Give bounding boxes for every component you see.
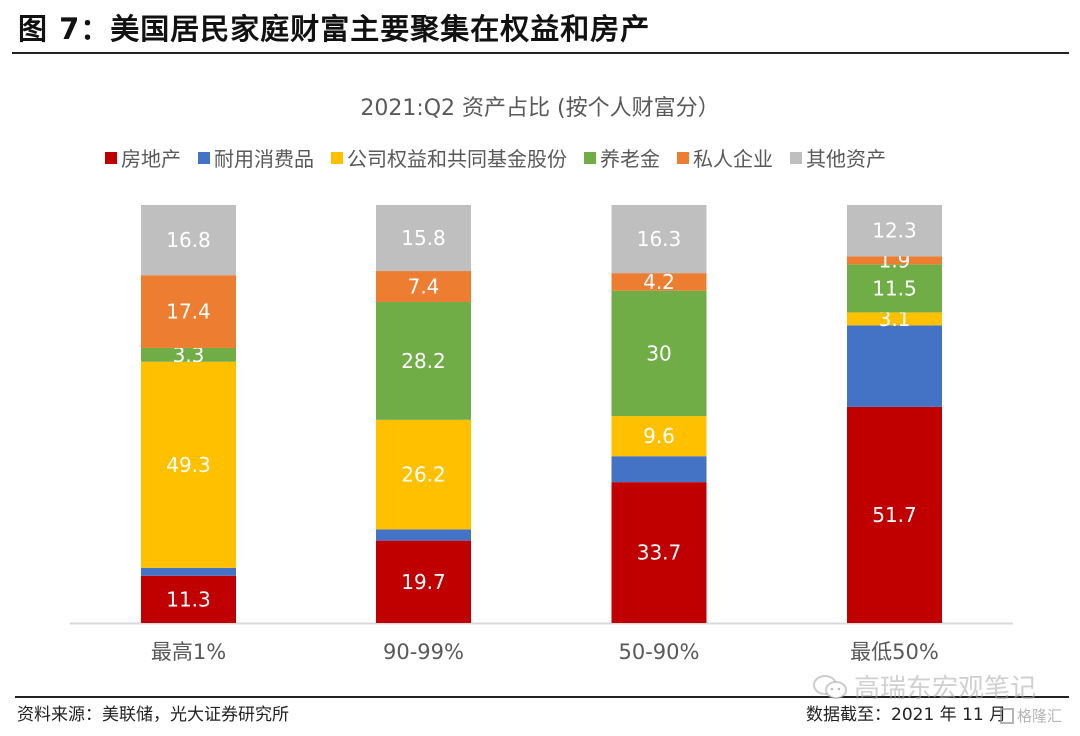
bar-segment [847, 205, 942, 257]
bar-segment [376, 540, 471, 623]
data-label: 9.6 [643, 424, 675, 448]
legend-label: 耐用消费品 [214, 147, 314, 171]
bar-segment [376, 301, 471, 420]
legend-item: 养老金 [584, 143, 660, 172]
watermark-wechat: 高瑞东宏观笔记 [812, 668, 1036, 705]
data-label: 7.4 [408, 275, 440, 299]
legend-item: 公司权益和共同基金股份 [331, 143, 567, 172]
bar-segment [141, 567, 236, 576]
data-label: 12.3 [872, 219, 917, 243]
legend-swatch [790, 151, 802, 164]
bar-segment [611, 273, 707, 291]
data-label: 19.7 [401, 570, 446, 594]
legend-label: 公司权益和共同基金股份 [347, 147, 567, 171]
legend-item: 私人企业 [677, 143, 773, 172]
x-tick-label: 最高1% [151, 640, 226, 664]
legend-swatch [584, 151, 596, 164]
bar-segment [141, 361, 236, 568]
bar-segment [141, 575, 236, 623]
legend-item: 房地产 [105, 143, 181, 172]
bar-segment [611, 482, 707, 623]
bar-segment [376, 271, 471, 302]
bar-segment [847, 325, 942, 407]
bar-segment [847, 312, 942, 326]
bar-segment [847, 256, 942, 265]
data-label: 16.3 [637, 227, 682, 251]
legend-swatch [677, 151, 689, 164]
x-tick-label: 最低50% [850, 640, 939, 664]
legend-item: 其他资产 [790, 143, 886, 172]
bottom-rule [15, 696, 1069, 698]
legend-swatch [105, 151, 117, 164]
bar-segment [376, 529, 471, 541]
watermark-text: 高瑞东宏观笔记 [854, 674, 1037, 704]
data-label: 11.3 [166, 587, 211, 611]
bar-segment [611, 290, 707, 417]
bar-segment [376, 419, 471, 530]
bar-segment [847, 264, 942, 313]
top-rule [12, 52, 1069, 54]
bar-segment [611, 416, 707, 457]
data-label: 33.7 [637, 541, 682, 565]
x-tick-label: 90-99% [383, 640, 464, 664]
bar-segment [141, 275, 236, 348]
legend-label: 房地产 [121, 147, 181, 171]
bar-segment [141, 347, 236, 362]
data-label: 26.2 [401, 463, 446, 487]
data-label: 51.7 [872, 503, 917, 527]
watermark-gelonghui: 格隆汇 [1000, 705, 1062, 726]
legend: 房地产 耐用消费品 公司权益和共同基金股份 养老金 私人企业 其他资产 [105, 143, 886, 172]
bar-segment [611, 205, 707, 274]
data-label: 16.8 [166, 228, 211, 252]
legend-label: 其他资产 [806, 147, 886, 171]
chart-title: 2021:Q2 资产占比 (按个人财富分） [360, 96, 720, 121]
data-label: 4.2 [643, 270, 675, 294]
data-label: 15.8 [401, 226, 446, 250]
legend-item: 耐用消费品 [198, 143, 314, 172]
data-label: 11.5 [872, 276, 917, 300]
bar-segment [141, 205, 236, 276]
bar-segment [611, 456, 707, 483]
bar-segment [376, 205, 471, 272]
bar-segment [847, 406, 942, 623]
x-tick-label: 50-90% [619, 640, 700, 664]
data-label: 28.2 [401, 349, 446, 373]
data-label: 49.3 [166, 453, 211, 477]
gelonghui-logo-icon [1000, 707, 1014, 724]
legend-swatch [198, 151, 210, 164]
data-date: 数据截至：2021 年 11 月 [806, 705, 1007, 725]
legend-label: 养老金 [600, 147, 660, 171]
figure-title: 图 7：美国居民家庭财富主要聚集在权益和房产 [18, 12, 651, 46]
source-note: 资料来源：美联储，光大证券研究所 [17, 705, 289, 725]
watermark-text-2: 格隆汇 [1017, 707, 1063, 725]
data-label: 30 [646, 341, 671, 365]
wechat-icon [812, 674, 848, 700]
legend-swatch [331, 151, 343, 164]
data-label: 17.4 [166, 300, 211, 324]
legend-label: 私人企业 [693, 147, 773, 171]
stacked-bar-chart: 11.349.33.317.416.8最高1%19.726.228.27.415… [70, 205, 1013, 664]
